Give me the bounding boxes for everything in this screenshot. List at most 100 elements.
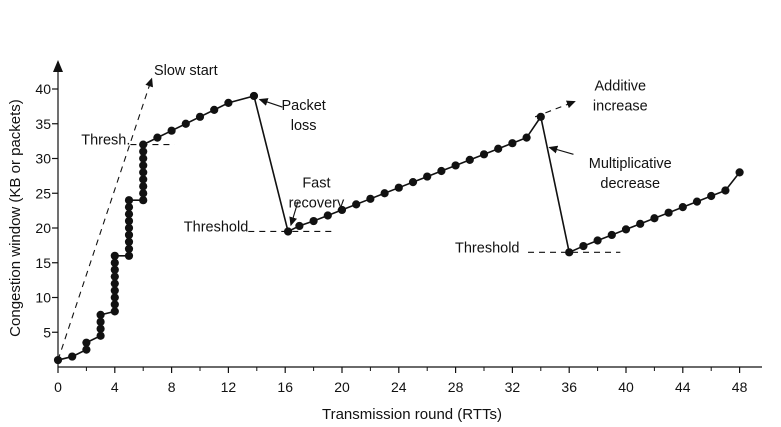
slow-start-trend-arrow [57,77,153,361]
data-point [124,210,134,219]
data-point [96,310,105,319]
data-point [593,236,602,245]
data-point [110,286,119,295]
data-point [479,150,489,159]
data-point [167,126,176,135]
y-axis-ticks: 5 10 15 20 25 30 35 40 [35,81,58,340]
annotation-line: Multiplicative [589,156,672,172]
data-point [249,91,259,101]
y-tick-label: 40 [35,81,51,97]
annotation-line: Fast [302,176,330,192]
data-point [465,155,474,164]
data-point [621,225,631,234]
x-tick-label: 16 [277,379,293,395]
data-point [636,219,645,228]
x-tick-label: 4 [111,379,119,395]
data-point [124,251,134,260]
annotation-7: Threshold [455,240,519,256]
data-point [110,300,119,309]
multiplicative-decrease-pointer [548,145,574,155]
data-point [96,317,105,326]
annotation-3: Fast recovery [289,176,345,212]
data-point [96,324,105,333]
data-point [110,272,119,281]
data-point [224,98,233,107]
annotation-line: Packet [281,98,325,114]
data-point [678,203,687,212]
data-point [579,241,588,251]
x-tick-label: 36 [561,379,577,395]
y-tick-label: 10 [35,290,51,306]
data-point [124,196,134,205]
data-point [139,147,148,156]
y-tick-label: 30 [35,151,51,167]
data-point [124,216,134,226]
annotation-5: Additive increase [593,78,648,114]
data-point [110,258,119,267]
data-point [508,139,517,148]
data-point [565,248,574,257]
data-point [110,251,119,260]
data-point [82,338,91,347]
data-point [437,166,446,176]
data-point [124,223,134,233]
data-point [295,221,304,231]
data-point [124,237,134,246]
data-point [195,112,205,121]
annotation-line: loss [291,118,317,134]
data-point [124,203,134,212]
x-tick-label: 48 [732,379,748,395]
data-point [337,205,347,215]
data-point [68,352,77,361]
data-point [124,244,134,253]
data-point [139,175,148,184]
data-point [139,140,148,149]
annotation-4: Threshold [184,219,248,235]
data-point [82,345,91,354]
x-tick-label: 40 [618,379,634,395]
data-point [181,119,190,128]
data-point [139,196,148,205]
annotation-2: Packet loss [281,98,325,134]
x-tick-label: 24 [391,379,407,395]
data-point [707,191,716,201]
data-point [139,182,148,191]
x-tick-label: 20 [334,379,350,395]
y-axis-title: Congestion window (KB or packets) [7,99,24,337]
annotation-line: Additive [595,78,647,94]
packet-loss-pointer [258,98,283,108]
data-point [735,168,744,177]
data-point [283,227,293,236]
data-point [110,293,119,302]
data-point [664,208,673,217]
data-point [53,355,63,365]
annotations: Slow start Thresh. Packet loss Fast recovery T… [81,63,672,256]
y-axis-arrow [53,60,63,72]
data-point [366,194,375,203]
data-point [522,133,531,142]
data-point [607,230,616,240]
x-tick-label: 12 [221,379,237,395]
data-point [96,331,105,340]
annotation-1: Thresh. [81,133,130,149]
annotation-line: Slow start [154,63,218,79]
data-point [110,307,119,316]
data-point [139,154,148,163]
x-tick-label: 28 [448,379,464,395]
data-point [153,133,162,142]
y-tick-label: 5 [43,324,51,340]
data-point [451,161,460,170]
data-point [721,186,730,195]
data-point [494,144,503,153]
data-point [110,279,119,288]
x-tick-label: 44 [675,379,691,395]
annotation-line: Threshold [455,240,519,256]
threshold-guides [57,77,621,361]
data-point [110,265,119,274]
data-point [139,161,148,170]
y-tick-label: 25 [35,185,51,201]
data-point [650,214,659,223]
x-axis-title: Transmission round (RTTs) [322,406,502,423]
data-point [423,172,432,181]
